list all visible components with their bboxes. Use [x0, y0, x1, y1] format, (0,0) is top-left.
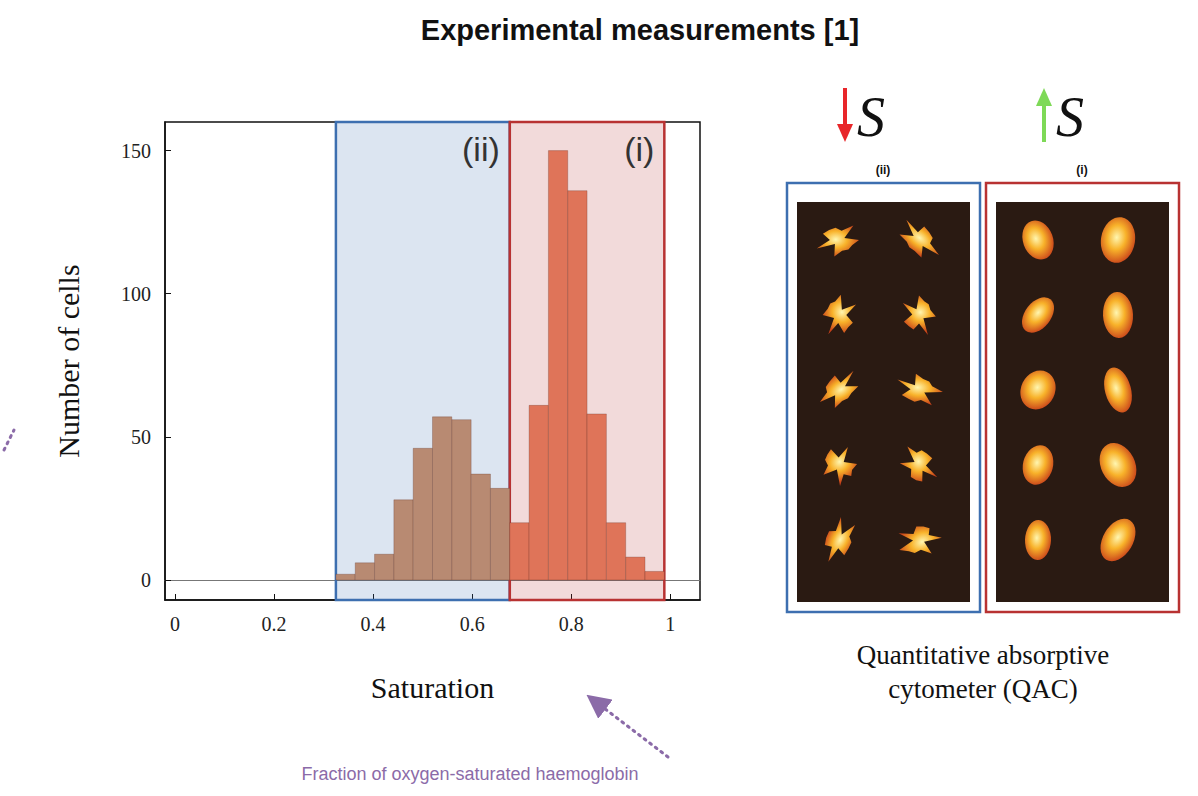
svg-text:(i): (i) [624, 130, 654, 168]
svg-text:0.2: 0.2 [261, 613, 286, 635]
svg-text:0: 0 [141, 569, 151, 591]
svg-text:(i): (i) [1076, 163, 1087, 177]
svg-text:(ii): (ii) [462, 130, 500, 168]
svg-text:0: 0 [170, 613, 180, 635]
svg-text:0.4: 0.4 [361, 613, 386, 635]
svg-text:100: 100 [121, 283, 151, 305]
svg-text:Number of cells: Number of cells [52, 264, 85, 457]
svg-text:150: 150 [121, 140, 151, 162]
svg-text:Experimental measurements [1]: Experimental measurements [1] [421, 14, 859, 46]
svg-text:cytometer (QAC): cytometer (QAC) [888, 674, 1078, 704]
svg-text:Quantitative absorptive: Quantitative absorptive [857, 640, 1110, 670]
svg-text:(ii): (ii) [876, 163, 891, 177]
svg-text:S: S [857, 86, 885, 148]
svg-text:S: S [1056, 86, 1084, 148]
svg-text:Saturation: Saturation [371, 671, 494, 704]
svg-text:Fraction of oxygen-saturated h: Fraction of oxygen-saturated haemoglobin [301, 764, 638, 784]
svg-text:50: 50 [131, 426, 151, 448]
svg-text:1: 1 [665, 613, 675, 635]
svg-text:0.6: 0.6 [460, 613, 485, 635]
svg-text:0.8: 0.8 [559, 613, 584, 635]
